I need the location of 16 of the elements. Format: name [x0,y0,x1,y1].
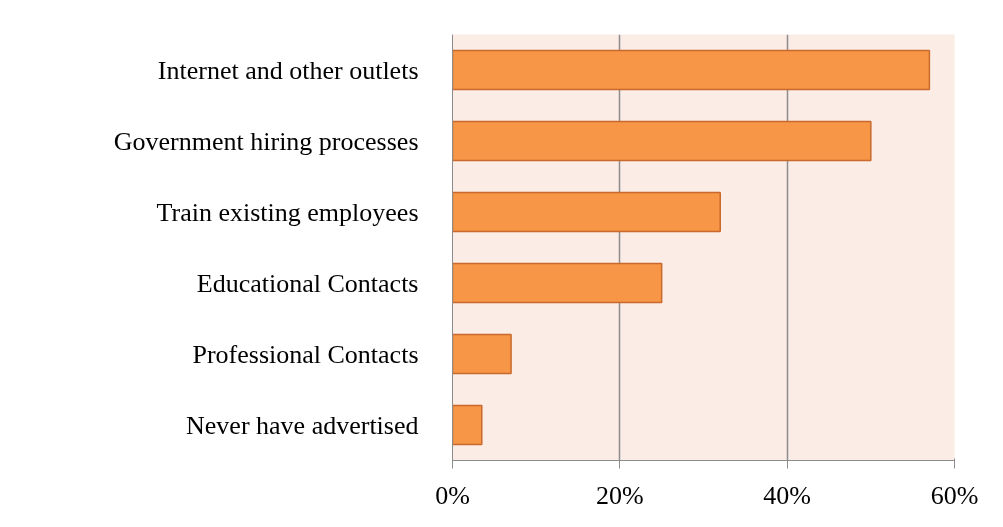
bar [452,404,483,446]
bar [452,49,931,91]
y-tick-label: Educational Contacts [196,268,419,298]
x-tick-label: 20% [596,480,644,510]
bar [452,191,721,233]
bar [452,333,512,375]
x-tick-label: 60% [930,480,979,510]
y-tick-label: Train existing employees [156,197,419,227]
x-tick-label: 0% [435,480,470,510]
y-tick-label: Internet and other outlets [157,55,419,85]
y-tick-label: Government hiring processes [113,126,419,156]
y-tick-label: Never have advertised [186,410,419,440]
bar [452,120,872,162]
x-tick-label: 40% [763,480,812,510]
y-tick-label: Professional Contacts [192,339,419,369]
bar [452,262,663,304]
